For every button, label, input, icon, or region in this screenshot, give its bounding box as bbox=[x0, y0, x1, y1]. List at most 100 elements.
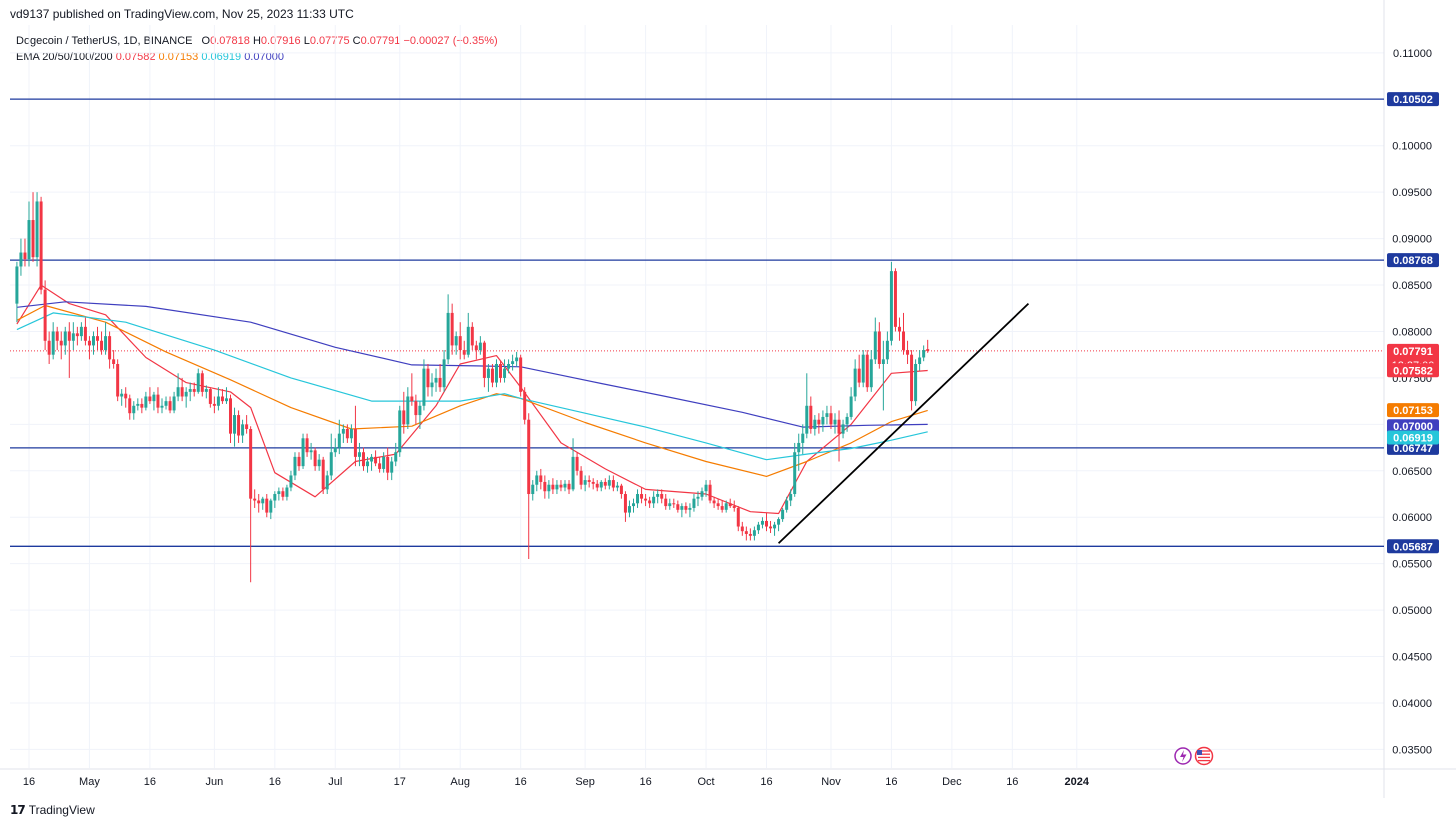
candle bbox=[712, 496, 716, 508]
candle-body bbox=[490, 368, 494, 383]
candle bbox=[301, 433, 305, 469]
time-tick-label: 16 bbox=[639, 776, 651, 788]
candle-body bbox=[684, 506, 688, 510]
candle-body bbox=[511, 361, 515, 364]
price-tick-label: 0.04500 bbox=[1392, 652, 1432, 664]
time-tick-label: May bbox=[79, 776, 100, 788]
candle bbox=[192, 382, 196, 397]
candle-body bbox=[414, 401, 418, 416]
candle bbox=[809, 396, 813, 434]
candle bbox=[494, 359, 498, 388]
time-tick-label: Sep bbox=[575, 776, 595, 788]
ema200-badge: 0.07000 bbox=[1387, 419, 1439, 434]
candle bbox=[527, 413, 531, 560]
candle bbox=[265, 494, 269, 518]
candle-body bbox=[337, 433, 341, 448]
candle bbox=[15, 261, 19, 323]
time-tick-label: Jul bbox=[328, 776, 342, 788]
candle bbox=[224, 387, 228, 404]
candle-body bbox=[499, 363, 503, 378]
candle bbox=[67, 322, 71, 378]
time-tick-label: Jun bbox=[206, 776, 224, 788]
candles bbox=[15, 192, 930, 583]
ema50-badge: 0.07153 bbox=[1387, 403, 1439, 418]
candle bbox=[519, 354, 523, 397]
candle bbox=[100, 331, 104, 355]
candle bbox=[233, 407, 237, 447]
candle bbox=[805, 373, 809, 439]
ema50-badge-text: 0.07153 bbox=[1393, 405, 1433, 417]
candle bbox=[660, 489, 664, 504]
candle-body bbox=[438, 377, 442, 388]
candle bbox=[382, 452, 386, 473]
candle-body bbox=[120, 393, 124, 397]
legend-close-value: 0.07791 bbox=[360, 35, 401, 47]
price-axis[interactable]: 0.110000.105000.100000.095000.090000.085… bbox=[1392, 48, 1432, 757]
candle-body bbox=[837, 419, 841, 434]
ema20-badge-text: 0.07582 bbox=[1393, 365, 1433, 377]
candle bbox=[112, 350, 116, 369]
candle-body bbox=[422, 368, 426, 406]
candle-body bbox=[349, 429, 353, 439]
legend-symbol[interactable]: Dogecoin / TetherUS, 1D, BINANCE bbox=[16, 35, 193, 47]
time-axis[interactable]: 16 May 16 Jun 16 Jul 17 Aug 16 Sep 16 Oct 16 Nov 16 Dec… bbox=[23, 776, 1090, 788]
candle-body bbox=[607, 480, 611, 486]
trendline bbox=[777, 302, 1030, 544]
candle bbox=[402, 391, 406, 434]
candle-body bbox=[865, 354, 869, 388]
legend-ema-label[interactable]: EMA 20/50/100/200 bbox=[16, 51, 113, 63]
candle bbox=[648, 496, 652, 508]
candle-body bbox=[55, 331, 59, 341]
level-badge: 0.08768 bbox=[1387, 253, 1439, 268]
candle-body bbox=[676, 504, 680, 510]
candle-body bbox=[104, 336, 108, 351]
price-tick-label: 0.09000 bbox=[1392, 234, 1432, 246]
candle bbox=[672, 498, 676, 508]
candle-body bbox=[357, 452, 361, 457]
candle bbox=[656, 489, 660, 504]
candle-body bbox=[370, 456, 374, 462]
candle bbox=[603, 478, 607, 490]
candle-body bbox=[551, 484, 555, 490]
candle bbox=[104, 322, 108, 355]
candle-body bbox=[793, 452, 797, 495]
candle-body bbox=[333, 447, 337, 453]
candle-body bbox=[579, 470, 583, 485]
candle bbox=[329, 433, 333, 481]
candle-body bbox=[861, 354, 865, 383]
candle bbox=[918, 350, 922, 371]
candle-body bbox=[708, 484, 712, 501]
candle-body bbox=[241, 424, 245, 436]
candle bbox=[748, 528, 752, 541]
candle-body bbox=[96, 336, 100, 341]
candle-body bbox=[611, 480, 615, 488]
candle bbox=[212, 396, 216, 414]
candle bbox=[128, 394, 132, 420]
event-icons[interactable] bbox=[1174, 746, 1214, 766]
candle bbox=[583, 475, 587, 492]
legend-ema100-value: 0.06919 bbox=[201, 51, 242, 63]
candle bbox=[325, 470, 329, 495]
time-tick-label: 2024 bbox=[1065, 776, 1090, 788]
candle bbox=[910, 350, 914, 411]
candle-body bbox=[59, 340, 63, 346]
candle bbox=[680, 503, 684, 518]
price-tick-label: 0.10000 bbox=[1392, 141, 1432, 153]
candle-body bbox=[740, 526, 744, 532]
candle bbox=[470, 322, 474, 351]
candle-body bbox=[724, 503, 728, 510]
candle bbox=[897, 317, 901, 341]
candle bbox=[789, 489, 793, 507]
candle-body bbox=[152, 394, 156, 402]
candle bbox=[849, 387, 853, 420]
candle bbox=[756, 521, 760, 534]
candle-body bbox=[309, 450, 313, 453]
candle bbox=[277, 487, 281, 501]
candle-body bbox=[434, 377, 438, 383]
candle-body bbox=[773, 524, 777, 529]
ema50-line bbox=[16, 304, 928, 477]
candle-body bbox=[462, 350, 466, 355]
candle bbox=[200, 370, 204, 397]
candle-body bbox=[196, 373, 200, 392]
